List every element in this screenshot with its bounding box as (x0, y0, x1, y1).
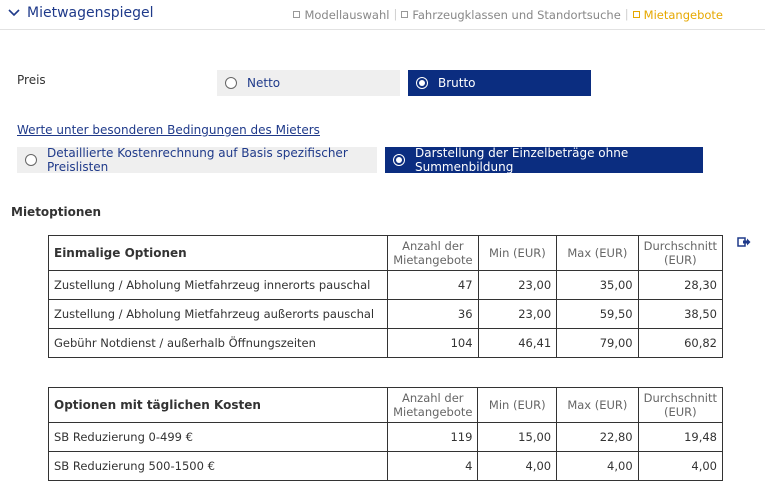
table-header-row: Optionen mit täglichen Kosten Anzahl der… (47, 387, 724, 423)
max-value: 22,80 (556, 422, 639, 452)
column-header: Durchschnitt (EUR) (637, 387, 724, 423)
price-brutto-radio[interactable]: Brutto (408, 70, 591, 96)
column-header: Durchschnitt (EUR) (637, 235, 724, 271)
radio-label: Brutto (438, 76, 476, 90)
offer-count: 4 (387, 451, 479, 481)
column-header: Max (EUR) (556, 235, 639, 271)
table-row: Zustellung / Abholung Mietfahrzeug außer… (47, 299, 724, 329)
column-header: Min (EUR) (477, 387, 558, 423)
offer-count: 36 (387, 299, 479, 329)
min-value: 23,00 (477, 299, 558, 329)
min-value: 15,00 (477, 422, 558, 452)
section-title: Mietoptionen (11, 205, 102, 219)
radio-unchecked-icon (225, 77, 237, 89)
radio-unchecked-icon (25, 154, 37, 166)
max-value: 79,00 (556, 328, 639, 358)
step-label: Mietangebote (643, 7, 723, 22)
avg-value: 60,82 (637, 328, 724, 358)
radio-label: Netto (247, 76, 281, 90)
step-label: Fahrzeugklassen und Standortsuche (412, 7, 621, 22)
price-label: Preis (17, 73, 46, 87)
offer-count: 119 (387, 422, 479, 452)
step-box-icon (293, 11, 301, 18)
column-header: Min (EUR) (477, 235, 558, 271)
column-header: Anzahl der Mietangebote (387, 387, 479, 423)
avg-value: 19,48 (637, 422, 724, 452)
avg-value: 28,30 (637, 270, 724, 300)
step-box-icon (632, 11, 640, 18)
max-value: 59,50 (556, 299, 639, 329)
radio-checked-icon (416, 77, 428, 89)
column-header: Optionen mit täglichen Kosten (47, 387, 389, 423)
radio-label: Detaillierte Kostenrechnung auf Basis sp… (47, 146, 348, 174)
one-time-options-table: Einmalige Optionen Anzahl der Mietangebo… (47, 235, 724, 358)
step-modellauswahl[interactable]: Modellauswahl (293, 8, 389, 22)
radio-label: Darstellung der Einzelbeträge ohne Summe… (415, 146, 629, 174)
app-header: Mietwagenspiegel Modellauswahl | Fahrzeu… (0, 0, 765, 30)
table-row: Zustellung / Abholung Mietfahrzeug inner… (47, 270, 724, 300)
column-header: Anzahl der Mietangebote (387, 235, 479, 271)
option-name: Zustellung / Abholung Mietfahrzeug inner… (47, 270, 389, 300)
option-name: Zustellung / Abholung Mietfahrzeug außer… (47, 299, 389, 329)
calc-single-values-radio[interactable]: Darstellung der Einzelbeträge ohne Summe… (385, 146, 703, 174)
price-netto-radio[interactable]: Netto (217, 70, 400, 96)
column-header: Max (EUR) (556, 387, 639, 423)
step-box-icon (401, 11, 409, 18)
chevron-down-icon[interactable] (7, 6, 21, 20)
max-value: 35,00 (556, 270, 639, 300)
step-fahrzeugklassen[interactable]: Fahrzeugklassen und Standortsuche (401, 7, 621, 22)
conditions-link[interactable]: Werte unter besonderen Bedingungen des M… (17, 123, 320, 137)
daily-options-table: Optionen mit täglichen Kosten Anzahl der… (47, 387, 724, 481)
min-value: 4,00 (477, 451, 558, 481)
table-row: Gebühr Notdienst / außerhalb Öffnungszei… (47, 328, 724, 358)
avg-value: 38,50 (637, 299, 724, 329)
min-value: 23,00 (477, 270, 558, 300)
step-navigation: Modellauswahl | Fahrzeugklassen und Stan… (293, 7, 723, 22)
offer-count: 104 (387, 328, 479, 358)
table-header-row: Einmalige Optionen Anzahl der Mietangebo… (47, 235, 724, 271)
step-label: Modellauswahl (304, 7, 390, 22)
app-title: Mietwagenspiegel (27, 5, 154, 21)
option-name: SB Reduzierung 500-1500 € (47, 451, 389, 481)
calc-detailed-radio[interactable]: Detaillierte Kostenrechnung auf Basis sp… (17, 146, 377, 174)
table-row: SB Reduzierung 0-499 € 119 15,00 22,80 1… (47, 422, 724, 452)
max-value: 4,00 (556, 451, 639, 481)
step-divider: | (624, 7, 629, 21)
option-name: SB Reduzierung 0-499 € (47, 422, 389, 452)
radio-checked-icon (393, 154, 405, 166)
min-value: 46,41 (477, 328, 558, 358)
table-row: SB Reduzierung 500-1500 € 4 4,00 4,00 4,… (47, 451, 724, 481)
export-icon[interactable] (737, 236, 751, 248)
column-header: Einmalige Optionen (47, 235, 389, 271)
avg-value: 4,00 (637, 451, 724, 481)
step-divider: | (393, 7, 398, 21)
offer-count: 47 (387, 270, 479, 300)
step-mietangebote[interactable]: Mietangebote (632, 7, 723, 22)
option-name: Gebühr Notdienst / außerhalb Öffnungszei… (47, 328, 389, 358)
